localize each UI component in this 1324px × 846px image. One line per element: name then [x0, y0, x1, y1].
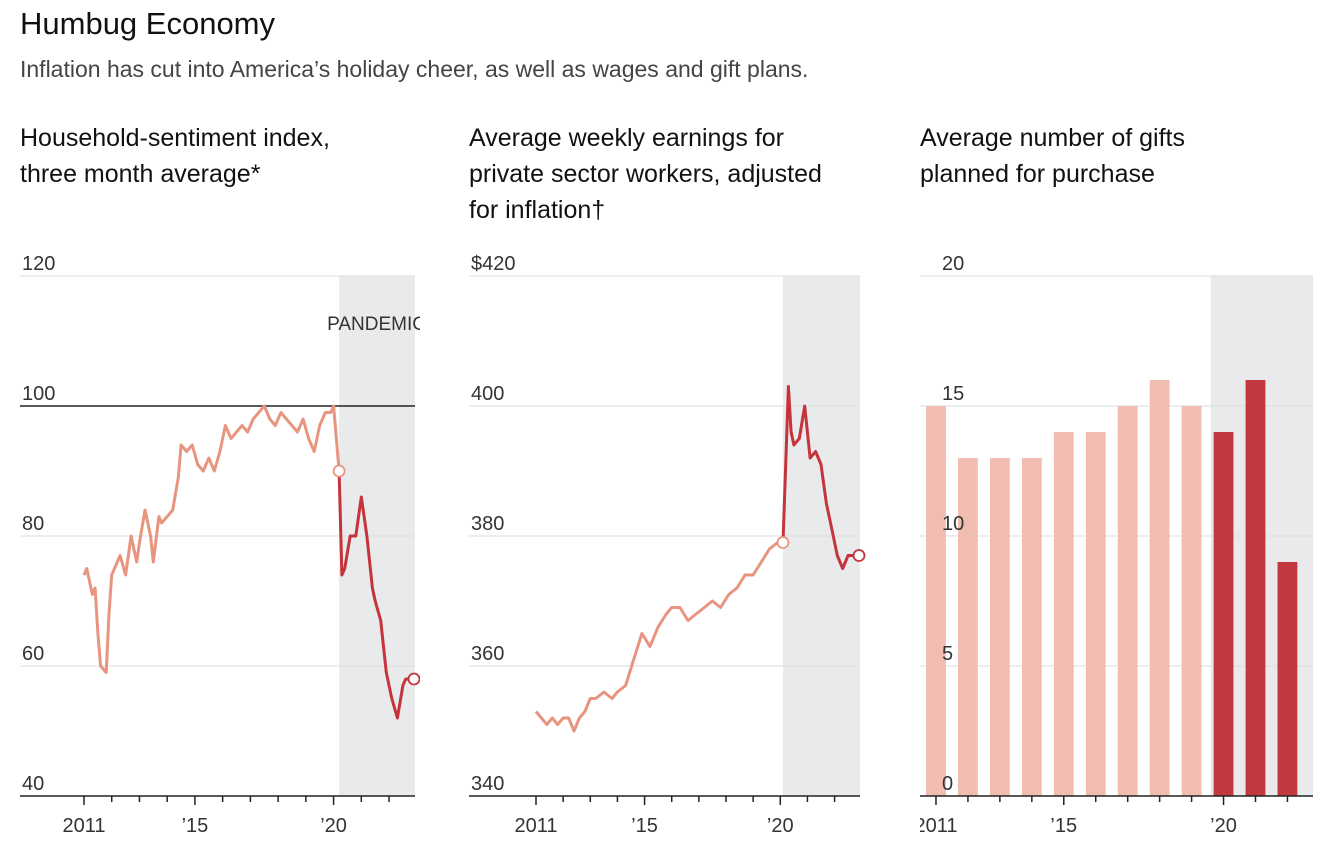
bar-2019 [1181, 406, 1202, 796]
chart-2-title-line: for inflation† [469, 196, 606, 224]
bar-2011 [926, 406, 946, 796]
chart-2-title: Average weekly earnings for private sect… [469, 120, 822, 228]
pandemic-start-marker [332, 464, 346, 478]
chart-3-title-line: planned for purchase [920, 160, 1155, 188]
page-subtitle: Inflation has cut into America’s holiday… [20, 56, 809, 82]
y-tick-label: 340 [471, 773, 504, 795]
series-line-pandemic [337, 470, 415, 720]
y-tick-label: 40 [22, 773, 44, 795]
y-tick-label: 10 [942, 513, 964, 535]
y-tick-label: 60 [22, 643, 44, 665]
y-tick-label: 120 [22, 253, 55, 275]
x-tick-label: 2011 [62, 815, 105, 837]
series-line-pandemic [781, 385, 859, 570]
chart-1-title: Household-sentiment index, three month a… [20, 120, 330, 192]
latest-value-marker [407, 672, 420, 686]
chart-1-title-line: Household-sentiment index, [20, 124, 330, 152]
x-tick-label: ’20 [767, 815, 794, 837]
chart-2-title-line: Average weekly earnings for [469, 124, 784, 152]
bar-2015 [1053, 432, 1074, 796]
bar-2014 [1021, 458, 1042, 796]
x-tick-label: ’20 [320, 815, 347, 837]
bar-2021 [1245, 380, 1266, 796]
chart-3-title: Average number of gifts planned for purc… [920, 120, 1185, 192]
y-tick-label: 0 [942, 773, 953, 795]
y-tick-label: 5 [942, 643, 953, 665]
chart-1-title-line: three month average* [20, 160, 261, 188]
x-tick-label: ’20 [1210, 815, 1237, 837]
bar-2013 [989, 458, 1010, 796]
y-tick-label: 380 [471, 513, 504, 535]
x-tick-label: ’15 [182, 815, 209, 837]
page-title: Humbug Economy [20, 6, 276, 41]
chart-2-title-line: private sector workers, adjusted [469, 160, 822, 188]
x-tick-label: ’15 [631, 815, 658, 837]
y-tick-label: $420 [471, 253, 516, 275]
bar-2020 [1213, 432, 1234, 796]
pandemic-label: PANDEMIC [327, 314, 420, 335]
bar-2018 [1149, 380, 1170, 796]
gifts-bar-chart: 0 5 10 15 20 2011 ’15 ’20 [920, 253, 1313, 837]
series-line-pre-pandemic [534, 541, 783, 733]
bar-2016 [1085, 432, 1106, 796]
y-tick-label: 80 [22, 513, 44, 535]
x-tick-label: 2011 [514, 815, 557, 837]
bar-2012 [958, 458, 978, 796]
sentiment-line-chart: 40 60 80 100 120 2011 ’15 ’20 PANDEMIC [20, 253, 420, 837]
earnings-line-chart: 340 360 380 400 $420 2011 ’15 ’20 [469, 253, 866, 837]
latest-value-marker [852, 549, 866, 562]
y-tick-label: 20 [942, 253, 964, 275]
bar-2017 [1117, 406, 1138, 796]
chart-3-title-line: Average number of gifts [920, 124, 1185, 152]
y-tick-label: 100 [22, 383, 55, 405]
x-tick-label: 2011 [920, 815, 957, 837]
series-line-pre-pandemic [82, 404, 341, 674]
y-tick-label: 360 [471, 643, 504, 665]
y-tick-label: 15 [942, 383, 964, 405]
bar-2022 [1277, 562, 1298, 796]
pandemic-start-marker [776, 536, 790, 549]
y-tick-label: 400 [471, 383, 504, 405]
x-tick-label: ’15 [1050, 815, 1077, 837]
